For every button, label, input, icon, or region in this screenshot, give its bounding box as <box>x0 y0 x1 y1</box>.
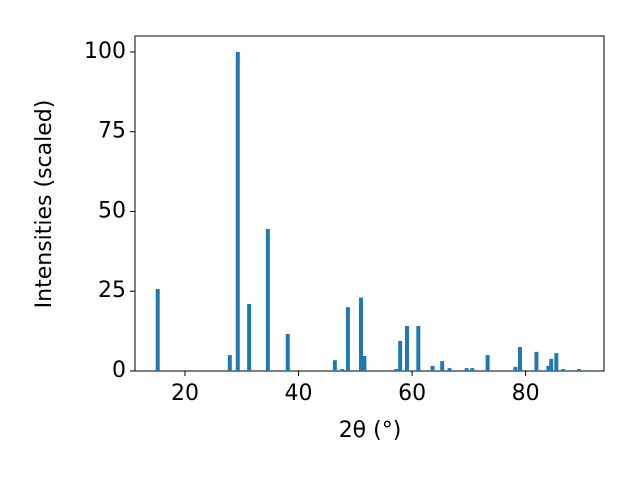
x-tick-label: 60 <box>398 381 426 406</box>
bar <box>235 51 240 371</box>
x-axis-label: 2θ (°) <box>339 418 402 443</box>
bar <box>549 358 554 371</box>
x-tick-label: 40 <box>285 381 313 406</box>
y-tick-label: 0 <box>112 358 126 383</box>
bar <box>577 369 582 371</box>
bar <box>546 365 551 371</box>
y-tick-label: 50 <box>98 198 126 223</box>
plot-frame <box>134 35 605 372</box>
bar <box>155 289 160 371</box>
bar <box>464 368 469 371</box>
bar <box>561 369 566 371</box>
bar <box>470 368 475 371</box>
bar <box>430 365 435 371</box>
bar <box>416 326 421 371</box>
bar <box>285 333 290 371</box>
bar <box>332 360 337 371</box>
bar <box>534 351 539 371</box>
bar <box>340 369 345 371</box>
bar <box>394 369 399 371</box>
bar <box>404 326 409 371</box>
y-tick-label: 75 <box>98 119 126 144</box>
x-tick-label: 20 <box>171 381 199 406</box>
bar <box>265 229 270 371</box>
bar <box>447 368 452 371</box>
y-tick-label: 25 <box>98 278 126 303</box>
bar <box>227 355 232 371</box>
bar <box>440 361 445 371</box>
y-axis-label: Intensities (scaled) <box>32 100 57 309</box>
bar <box>247 304 252 371</box>
bar <box>398 341 403 371</box>
bar <box>517 347 522 371</box>
x-tick-label: 80 <box>512 381 540 406</box>
y-tick-label: 100 <box>84 39 126 64</box>
bar <box>513 366 518 371</box>
bar <box>554 353 559 371</box>
bar <box>345 307 350 371</box>
bar <box>362 356 367 371</box>
bar <box>485 355 490 371</box>
bar <box>358 297 363 371</box>
